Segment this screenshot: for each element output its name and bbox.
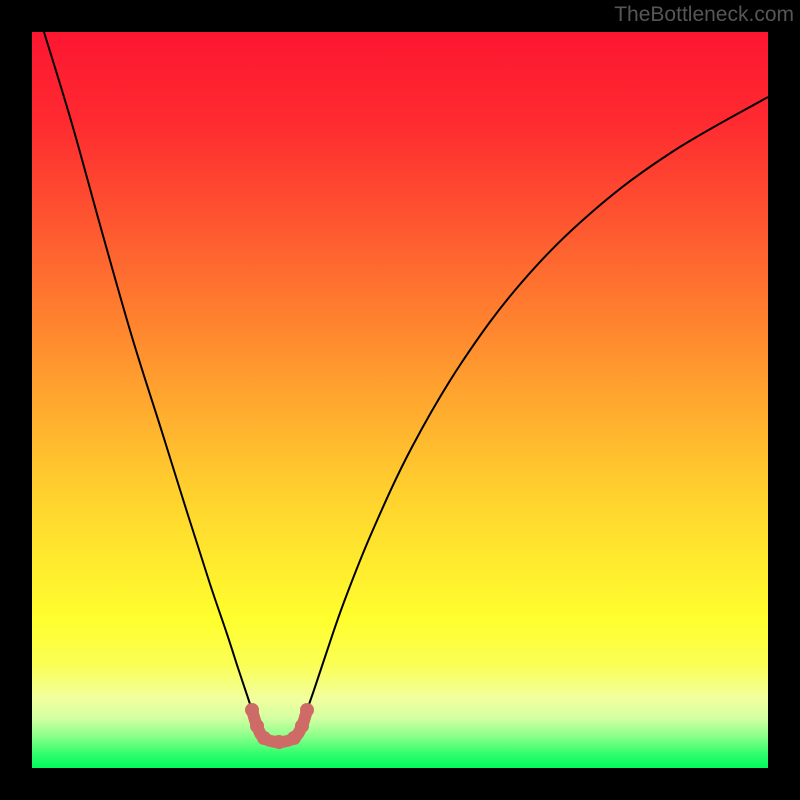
notch-dot — [272, 735, 286, 749]
notch-dot — [250, 719, 264, 733]
bottleneck-chart — [0, 0, 800, 800]
notch-dot — [257, 731, 271, 745]
notch-dot — [295, 719, 309, 733]
notch-dot — [287, 731, 301, 745]
chart-wrap: TheBottleneck.com — [0, 0, 800, 800]
attribution-text: TheBottleneck.com — [614, 3, 794, 27]
notch-dot — [300, 703, 314, 717]
notch-dot — [245, 703, 259, 717]
plot-area — [32, 32, 768, 768]
